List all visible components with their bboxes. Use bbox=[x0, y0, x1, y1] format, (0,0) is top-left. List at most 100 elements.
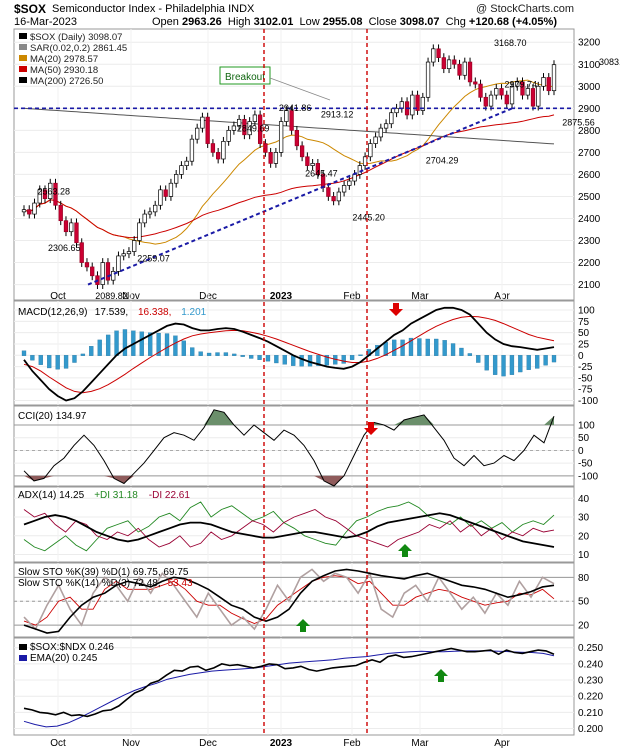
macd-histogram-bar bbox=[417, 338, 422, 356]
macd-histogram-bar bbox=[543, 355, 548, 366]
candle bbox=[242, 118, 247, 136]
y-tick-label: -50 bbox=[578, 459, 593, 470]
macd-histogram-bar bbox=[467, 353, 473, 356]
y-tick-label: 20 bbox=[578, 531, 590, 542]
minus-di-line bbox=[23, 508, 555, 548]
legend-entry: MA(200) 2726.50 bbox=[30, 76, 103, 87]
candle bbox=[184, 160, 189, 166]
candle bbox=[294, 129, 300, 147]
stoch-fast-d-line bbox=[23, 575, 555, 626]
macd-legend-part: 16.338, bbox=[138, 307, 171, 318]
macd-histogram-bar bbox=[265, 355, 271, 362]
candle-icon bbox=[19, 33, 27, 39]
high-value: 3102.01 bbox=[253, 16, 294, 28]
candle bbox=[226, 129, 231, 142]
y-tick-label: 2200 bbox=[578, 258, 601, 269]
candle bbox=[58, 204, 63, 222]
x-tick-label: Feb bbox=[343, 738, 361, 749]
price-annotation: 2941.86 bbox=[279, 103, 312, 113]
y-tick-label: 2800 bbox=[578, 126, 601, 137]
candle bbox=[126, 251, 132, 255]
macd-histogram-bar bbox=[38, 355, 43, 365]
macd-histogram-bar bbox=[164, 333, 170, 356]
candle bbox=[352, 174, 357, 182]
panel-frame bbox=[13, 486, 575, 563]
cci-oversold-fill bbox=[104, 475, 114, 479]
candle bbox=[347, 180, 352, 186]
macd-signal-line bbox=[23, 315, 555, 394]
candle bbox=[48, 182, 53, 200]
y-tick-label: 100 bbox=[578, 306, 595, 317]
x-tick-label: Oct bbox=[50, 738, 66, 749]
line-icon bbox=[19, 66, 27, 72]
macd-histogram-bar bbox=[156, 332, 161, 356]
legend-entry: MA(20) 2978.57 bbox=[30, 54, 98, 65]
macd-histogram-bar bbox=[21, 350, 27, 356]
y-tick-label: 50 bbox=[578, 433, 590, 444]
candle bbox=[53, 182, 58, 206]
callout-pointer bbox=[269, 77, 331, 101]
candle bbox=[551, 64, 557, 92]
close-label: Close bbox=[368, 16, 397, 28]
adx-legend-part: ADX(14) 14.25 bbox=[18, 490, 85, 501]
y-tick-label: 2400 bbox=[578, 214, 601, 225]
ratio-legend: $SOX:$NDX 0.246 bbox=[30, 642, 114, 653]
cci-overbought-fill bbox=[214, 409, 224, 426]
candle bbox=[546, 77, 551, 92]
candle bbox=[504, 94, 509, 105]
price-annotation: 3083.68 bbox=[599, 57, 620, 67]
macd-histogram-bar bbox=[47, 355, 52, 369]
candle bbox=[32, 202, 37, 215]
candle bbox=[273, 152, 279, 164]
candle bbox=[289, 110, 294, 131]
macd-histogram-bar bbox=[105, 334, 111, 356]
cci-line bbox=[23, 409, 555, 487]
macd-histogram-bar bbox=[148, 332, 153, 356]
plus-di-line bbox=[23, 501, 555, 552]
candle bbox=[137, 222, 142, 241]
candle bbox=[362, 156, 368, 166]
cci-oversold-fill bbox=[124, 475, 134, 484]
candle bbox=[415, 94, 420, 111]
macd-line bbox=[23, 306, 555, 402]
macd-histogram-bar bbox=[518, 355, 523, 373]
ma50-line bbox=[23, 114, 555, 239]
cci-oversold-fill bbox=[114, 475, 124, 484]
candle bbox=[100, 262, 105, 285]
candle bbox=[69, 222, 74, 233]
candle bbox=[90, 266, 95, 277]
y-tick-label: 75 bbox=[578, 317, 590, 328]
stochastic-legend-fast-d: 53.43 bbox=[168, 578, 193, 589]
macd-histogram-bar bbox=[299, 355, 304, 367]
candle bbox=[216, 152, 221, 160]
candle bbox=[74, 222, 79, 244]
candle bbox=[525, 88, 530, 96]
macd-histogram-bar bbox=[206, 352, 212, 356]
y-tick-label: 0.250 bbox=[578, 643, 603, 654]
price-annotation: 2306.65 bbox=[48, 243, 81, 253]
candle bbox=[37, 189, 42, 204]
high-label: High bbox=[227, 16, 251, 28]
candle bbox=[499, 88, 504, 96]
y-tick-label: -75 bbox=[578, 385, 593, 396]
candle bbox=[21, 209, 27, 213]
y-tick-label: 2900 bbox=[578, 104, 601, 115]
down-arrow-icon bbox=[364, 422, 378, 435]
y-tick-label: 2300 bbox=[578, 236, 601, 247]
ma200-line bbox=[23, 107, 555, 145]
macd-histogram-bar bbox=[551, 355, 557, 363]
candle bbox=[462, 61, 467, 76]
candle bbox=[446, 59, 452, 70]
price-annotation: 3168.70 bbox=[494, 38, 527, 48]
y-tick-label: 0.210 bbox=[578, 708, 603, 719]
y-tick-label: 10 bbox=[578, 550, 590, 561]
macd-histogram-bar bbox=[459, 347, 464, 356]
candle bbox=[284, 110, 289, 122]
candle bbox=[105, 262, 111, 281]
macd-histogram-bar bbox=[358, 354, 363, 356]
change-label: Chg bbox=[445, 16, 466, 28]
cci-oversold-fill bbox=[24, 475, 34, 481]
candle bbox=[378, 127, 383, 138]
candle bbox=[163, 189, 168, 197]
low-label: Low bbox=[299, 16, 320, 28]
